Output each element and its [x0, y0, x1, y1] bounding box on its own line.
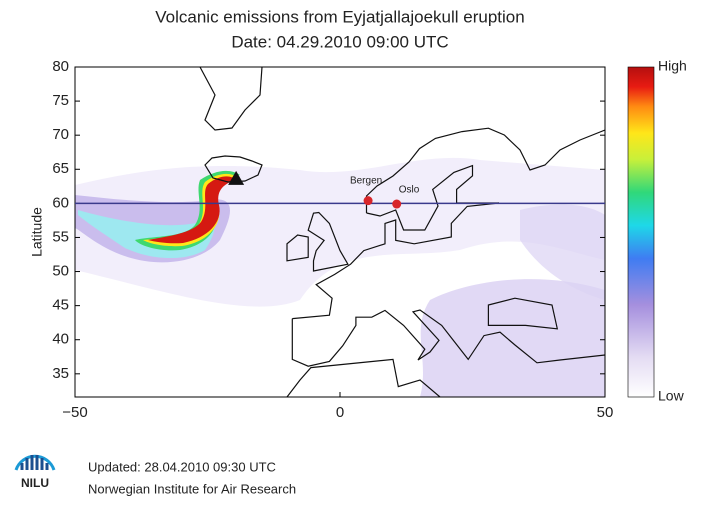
y-tick-label: 80 — [52, 58, 69, 75]
coastlines — [199, 67, 605, 397]
y-tick-label: 60 — [52, 194, 69, 211]
y-tick-label: 70 — [52, 126, 69, 143]
city-label: Oslo — [399, 185, 420, 196]
x-tick-label: 0 — [336, 404, 344, 421]
title-line: Volcanic emissions from Eyjatjallajoekul… — [155, 7, 524, 26]
city-marker — [392, 199, 402, 209]
y-tick-label: 50 — [52, 263, 69, 280]
logo-bars — [20, 455, 49, 470]
y-tick-label: 45 — [52, 297, 69, 314]
x-tick-label: 50 — [597, 404, 614, 421]
y-tick-label: 35 — [52, 365, 69, 382]
y-tick-label: 55 — [52, 228, 69, 245]
institute-text: Norwegian Institute for Air Research — [88, 481, 296, 496]
emission-layer — [75, 157, 605, 397]
city-label: Bergen — [350, 175, 382, 186]
y-tick-label: 65 — [52, 160, 69, 177]
x-tick-label: −50 — [62, 404, 87, 421]
logo-text: NILU — [21, 476, 49, 490]
colorbar-low: Low — [658, 388, 685, 404]
colorbar-high: High — [658, 58, 687, 74]
updated-text: Updated: 28.04.2010 09:30 UTC — [88, 459, 276, 474]
y-tick-label: 40 — [52, 331, 69, 348]
colorbar — [627, 66, 655, 398]
y-axis-label: Latitude — [29, 207, 45, 257]
city-marker — [363, 196, 373, 206]
volcano-marker — [228, 170, 245, 185]
logo-arc — [14, 454, 56, 471]
y-tick-label: 75 — [52, 92, 69, 109]
footer: NILU Updated: 28.04.2010 09:30 UTC Norwe… — [14, 454, 296, 496]
subtitle-line: Date: 04.29.2010 09:00 UTC — [231, 32, 448, 51]
